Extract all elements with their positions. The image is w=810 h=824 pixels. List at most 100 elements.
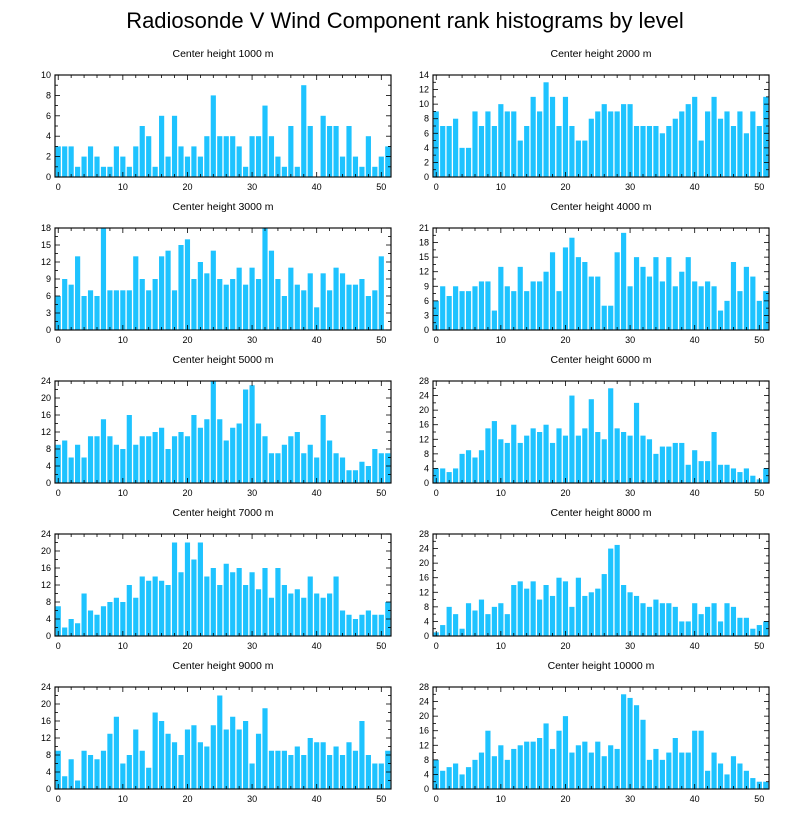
histogram-bar bbox=[94, 156, 100, 177]
histogram-bar bbox=[107, 290, 113, 330]
histogram-bar bbox=[485, 730, 491, 789]
histogram-bar bbox=[517, 442, 523, 483]
x-tick-label: 30 bbox=[625, 488, 635, 498]
histogram-bar bbox=[55, 444, 61, 483]
histogram-bar bbox=[320, 115, 326, 177]
histogram-bar bbox=[595, 432, 601, 483]
x-tick-label: 0 bbox=[434, 488, 439, 498]
histogram-bar bbox=[165, 250, 171, 330]
y-tick-label: 8 bbox=[46, 444, 51, 454]
histogram-bar bbox=[743, 770, 749, 789]
x-tick-label: 30 bbox=[247, 182, 257, 192]
histogram-bar bbox=[498, 745, 504, 789]
histogram-bar bbox=[378, 256, 384, 330]
histogram-bar bbox=[698, 614, 704, 636]
x-tick-label: 0 bbox=[434, 641, 439, 651]
y-tick-label: 24 bbox=[41, 529, 51, 539]
histogram-bar bbox=[750, 111, 756, 177]
histogram-bar bbox=[524, 126, 530, 177]
x-tick-label: 30 bbox=[625, 794, 635, 804]
x-tick-label: 0 bbox=[56, 335, 61, 345]
histogram-bar bbox=[601, 439, 607, 483]
x-tick-label: 0 bbox=[434, 182, 439, 192]
histogram-bar bbox=[62, 440, 68, 483]
histogram-bar bbox=[627, 435, 633, 483]
histogram-bar bbox=[320, 273, 326, 330]
histogram-bar bbox=[588, 399, 594, 483]
histogram-bar bbox=[569, 395, 575, 483]
histogram-bar bbox=[87, 610, 94, 636]
x-tick-label: 40 bbox=[312, 182, 322, 192]
histogram-bar bbox=[485, 614, 491, 636]
histogram-bar bbox=[139, 750, 145, 789]
panel-title: Center height 6000 m bbox=[551, 354, 652, 366]
histogram-bar bbox=[204, 576, 210, 636]
y-tick-label: 8 bbox=[46, 90, 51, 100]
panel-title: Center height 9000 m bbox=[173, 660, 274, 672]
histogram-bar bbox=[549, 748, 556, 789]
histogram-bar bbox=[281, 166, 287, 177]
histogram-panel: Center height 10000 m 0 10 20 30 40 50 0 4 8 12 16 2… bbox=[419, 660, 770, 804]
histogram-bar bbox=[472, 457, 478, 483]
x-tick-label: 10 bbox=[118, 335, 128, 345]
histogram-bar bbox=[569, 606, 575, 636]
x-tick-label: 30 bbox=[247, 641, 257, 651]
histogram-bar bbox=[692, 603, 698, 636]
x-tick-label: 20 bbox=[560, 641, 570, 651]
histogram-bar bbox=[365, 136, 371, 177]
histogram-bar bbox=[549, 442, 556, 483]
histogram-bar bbox=[294, 746, 300, 789]
histogram-bar bbox=[275, 453, 281, 483]
histogram-bar bbox=[378, 614, 384, 636]
histogram-bar bbox=[705, 606, 711, 636]
histogram-bar bbox=[498, 439, 504, 483]
histogram-bar bbox=[365, 466, 371, 483]
histogram-bar bbox=[217, 695, 223, 789]
x-tick-label: 10 bbox=[496, 794, 506, 804]
histogram-bar bbox=[672, 286, 678, 330]
y-tick-label: 20 bbox=[41, 546, 51, 556]
histogram-bar bbox=[339, 156, 346, 177]
histogram-bar bbox=[307, 738, 313, 789]
histogram-bar bbox=[197, 262, 203, 330]
histogram-bar bbox=[511, 424, 517, 483]
histogram-bar bbox=[530, 581, 536, 636]
histogram-bar bbox=[320, 742, 326, 789]
y-tick-label: 12 bbox=[419, 434, 429, 444]
histogram-bar bbox=[569, 126, 575, 177]
histogram-bar bbox=[549, 96, 556, 177]
y-tick-label: 24 bbox=[41, 376, 51, 386]
x-tick-label: 40 bbox=[312, 335, 322, 345]
histogram-bar bbox=[763, 96, 769, 177]
histogram-bar bbox=[204, 746, 210, 789]
histogram-bar bbox=[62, 146, 68, 177]
histogram-bar bbox=[595, 276, 601, 330]
histogram-bar bbox=[459, 774, 465, 789]
y-tick-label: 12 bbox=[41, 257, 51, 267]
histogram-bar bbox=[459, 453, 465, 483]
histogram-bar bbox=[491, 126, 497, 177]
x-tick-label: 40 bbox=[312, 488, 322, 498]
histogram-bar bbox=[275, 568, 281, 636]
x-tick-label: 50 bbox=[754, 794, 764, 804]
histogram-bar bbox=[763, 468, 769, 483]
histogram-bar bbox=[62, 776, 68, 789]
x-tick-label: 40 bbox=[690, 335, 700, 345]
y-tick-label: 0 bbox=[424, 478, 429, 488]
histogram-bar bbox=[698, 286, 704, 330]
histogram-bar bbox=[352, 156, 359, 177]
histogram-bar bbox=[230, 572, 236, 636]
panel-title: Center height 1000 m bbox=[173, 48, 274, 60]
panel-title: Center height 8000 m bbox=[551, 507, 652, 519]
histogram-bar bbox=[81, 457, 87, 483]
y-tick-label: 0 bbox=[424, 172, 429, 182]
histogram-bar bbox=[614, 111, 620, 177]
x-tick-label: 50 bbox=[376, 641, 386, 651]
histogram-bar bbox=[262, 568, 268, 636]
histogram-bar bbox=[55, 146, 61, 177]
histogram-bar bbox=[184, 156, 191, 177]
histogram-bar bbox=[184, 729, 191, 789]
histogram-bar bbox=[750, 778, 756, 789]
y-tick-label: 0 bbox=[46, 478, 51, 488]
